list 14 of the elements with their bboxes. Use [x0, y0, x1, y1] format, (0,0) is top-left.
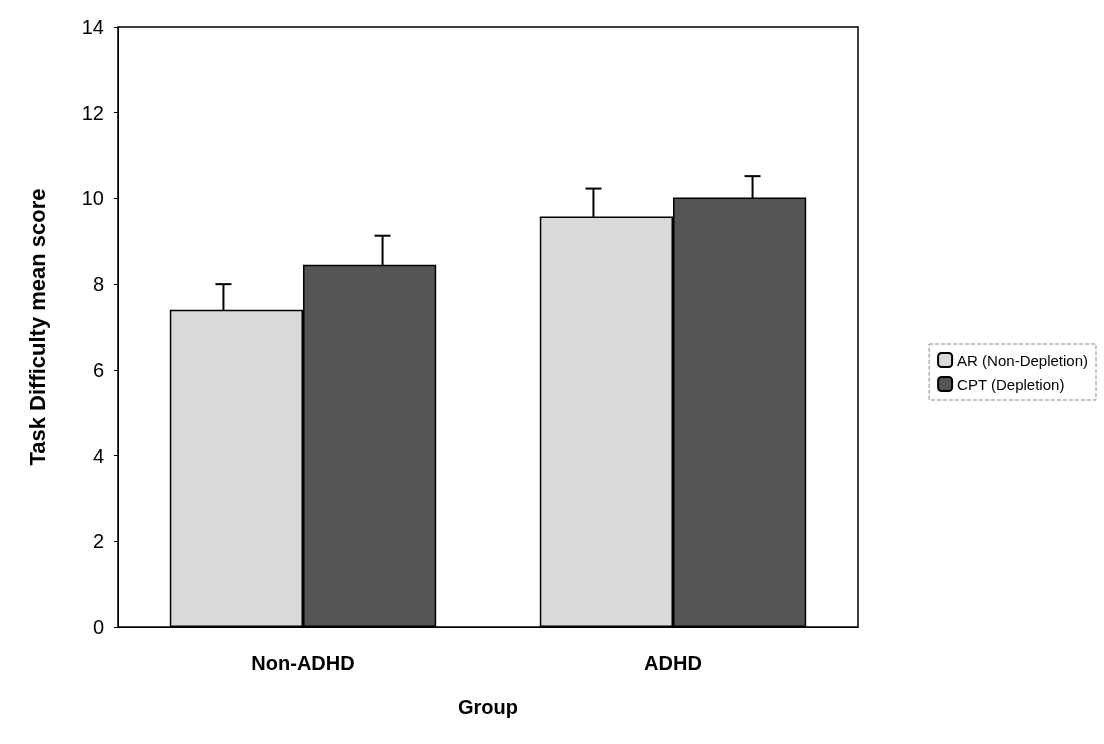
y-tick-label: 4 — [92, 444, 104, 467]
y-tick-label: 6 — [92, 358, 104, 381]
y-tick-label: 2 — [92, 530, 104, 553]
x-tick-label: ADHD — [644, 652, 702, 674]
legend-label: AR (Non-Depletion) — [957, 351, 1089, 369]
y-tick-label: 10 — [81, 187, 104, 210]
y-tick-label: 12 — [81, 101, 104, 124]
legend-label: CPT (Depletion) — [957, 375, 1065, 393]
x-tick-label: Non-ADHD — [251, 652, 355, 674]
y-tick-label: 8 — [92, 273, 104, 296]
y-tick-label: 14 — [81, 16, 104, 38]
x-axis-title: Group — [458, 696, 518, 718]
y-axis-title: Task Difficulty mean score — [24, 188, 50, 466]
y-tick-label: 0 — [92, 616, 104, 638]
